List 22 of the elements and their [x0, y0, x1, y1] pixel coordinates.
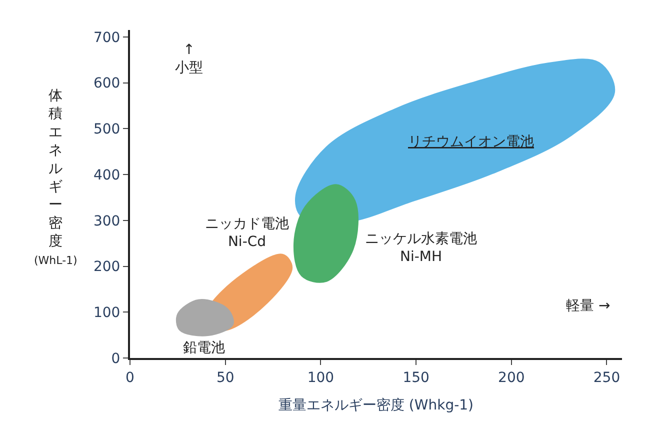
y-tick-label: 700 — [93, 30, 120, 46]
text: 体積エネルギー密度 (WhL-1) — [34, 88, 78, 267]
annotation: 軽量 → — [566, 298, 610, 314]
y-tick-label: 200 — [93, 259, 120, 276]
y-tick-label: 600 — [93, 76, 120, 92]
x-tick-label: 0 — [126, 370, 134, 386]
y-tick-label: 500 — [93, 122, 120, 138]
series-label: リチウムイオン電池 — [408, 134, 534, 150]
y-tick-label: 100 — [93, 305, 120, 322]
series-label: ニッカド電池 Ni-Cd — [205, 216, 289, 250]
x-tick-label: 250 — [593, 370, 620, 386]
x-tick-label: 50 — [216, 370, 234, 386]
x-tick-label: 150 — [402, 370, 430, 386]
series-label: ニッケル水素電池 Ni-MH — [365, 231, 477, 266]
x-axis-title: 重量エネルギー密度 (Whkg-1) — [278, 398, 474, 414]
annotation: ↑ 小型 — [175, 42, 203, 76]
x-tick-label: 100 — [307, 370, 334, 386]
series-label: 鉛電池 — [183, 340, 225, 356]
y-tick-label: 0 — [111, 350, 120, 367]
x-tick-label: 200 — [498, 370, 525, 386]
y-tick-label: 300 — [93, 213, 120, 230]
y-tick-label: 400 — [93, 167, 120, 184]
